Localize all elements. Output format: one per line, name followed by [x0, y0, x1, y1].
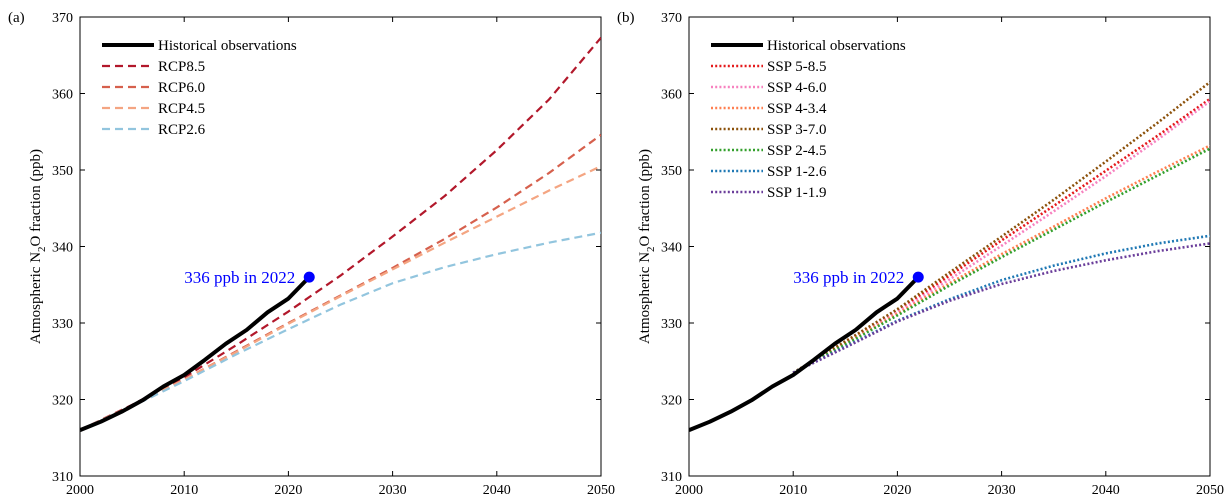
y-tick-label: 310: [52, 470, 73, 485]
legend-label: RCP6.0: [158, 80, 205, 96]
panel-label: (b): [617, 10, 635, 26]
legend: Historical observations SSP 5-8.5 SSP 4-6.…: [711, 38, 906, 201]
annotation-marker: [912, 271, 924, 283]
x-tick-label: 2010: [170, 483, 198, 498]
y-tick-label: 340: [52, 241, 73, 256]
y-tick-label: 340: [661, 241, 682, 256]
legend-label: SSP 1-1.9: [767, 185, 826, 201]
legend-label: SSP 3-7.0: [767, 122, 826, 138]
y-axis-label: Atmospheric N2O fraction (ppb): [637, 149, 657, 344]
x-tick-label: 2020: [883, 483, 911, 498]
series-line-ssp-2-4-5: [792, 147, 1210, 374]
x-tick-label: 2040: [1092, 483, 1120, 498]
series-line-historical-observations: [80, 275, 311, 432]
legend-label: RCP4.5: [158, 101, 205, 117]
legend-label: SSP 4-6.0: [767, 80, 826, 96]
series-line-rcp4-5: [80, 165, 601, 432]
x-tick-label: 2020: [274, 483, 302, 498]
x-tick-label: 2010: [779, 483, 807, 498]
panel-label: (a): [8, 10, 25, 26]
legend-label: SSP 5-8.5: [767, 59, 826, 75]
x-tick-label: 2000: [66, 483, 94, 498]
x-tick-label: 2050: [1196, 483, 1224, 498]
annotation-label: 336 ppb in 2022: [184, 268, 295, 287]
x-tick-label: 2030: [379, 483, 407, 498]
y-axis-label: Atmospheric N2O fraction (ppb): [28, 149, 48, 344]
series-line-historical-observations: [689, 275, 920, 432]
series-line-ssp-1-2-6: [792, 234, 1210, 374]
series-line-ssp-4-3-4: [792, 144, 1210, 374]
legend-label: Historical observations: [158, 38, 297, 54]
x-tick-label: 2030: [988, 483, 1016, 498]
legend-label: RCP8.5: [158, 59, 205, 75]
panel-a: 2000 2010 2020 2030 2040 2050 310 320 330 340 350 3…: [8, 10, 615, 498]
y-tick-label: 320: [661, 394, 682, 409]
annotation-label: 336 ppb in 2022: [793, 268, 904, 287]
panel-b: 2000 2010 2020 2030 2040 2050 310 320 330 340 350 3…: [617, 10, 1224, 498]
y-tick-label: 370: [661, 11, 682, 26]
x-tick-label: 2040: [483, 483, 511, 498]
y-tick-label: 370: [52, 11, 73, 26]
series-line-rcp8-5: [80, 36, 601, 432]
y-tick-label: 350: [52, 164, 73, 179]
x-tick-label: 2000: [675, 483, 703, 498]
y-tick-label: 350: [661, 164, 682, 179]
series-line-ssp-1-1-9: [792, 242, 1210, 374]
y-tick-label: 330: [661, 317, 682, 332]
legend: Historical observations RCP8.5 RCP6.0 RCP4.…: [102, 38, 297, 138]
series-lines: [689, 81, 1210, 432]
legend-label: RCP2.6: [158, 122, 206, 138]
annotation-marker: [303, 271, 315, 283]
y-tick-label: 330: [52, 317, 73, 332]
x-tick-label: 2050: [587, 483, 615, 498]
legend-label: SSP 4-3.4: [767, 101, 827, 117]
series-lines: [80, 36, 601, 432]
legend-label: SSP 1-2.6: [767, 164, 827, 180]
y-tick-label: 310: [661, 470, 682, 485]
series-line-rcp2-6: [80, 231, 601, 432]
legend-label: SSP 2-4.5: [767, 143, 826, 159]
y-tick-label: 320: [52, 394, 73, 409]
series-line-rcp6-0: [80, 133, 601, 432]
y-tick-label: 360: [661, 88, 682, 103]
y-tick-label: 360: [52, 88, 73, 103]
legend-label: Historical observations: [767, 38, 906, 54]
series-line-ssp-3-7-0: [792, 81, 1210, 374]
